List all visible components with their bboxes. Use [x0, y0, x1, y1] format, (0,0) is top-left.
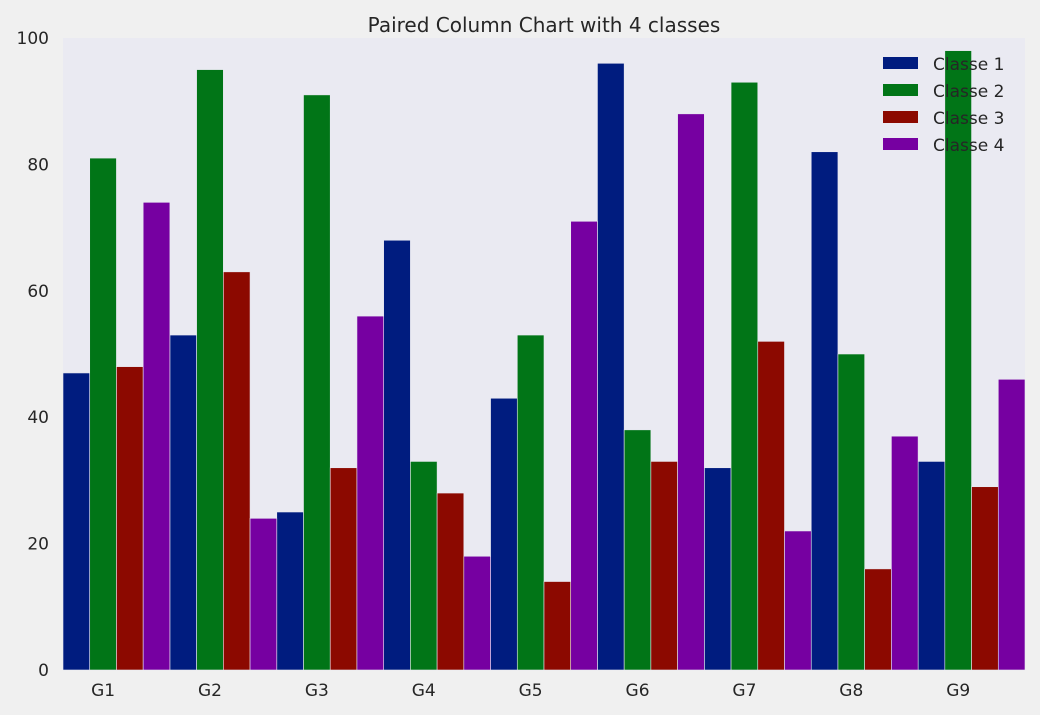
bar-g1-classe-2 — [89, 157, 117, 671]
legend-swatch-classe-1 — [883, 57, 918, 69]
x-tick-label: G2 — [198, 681, 222, 701]
bar-g2-classe-2 — [196, 69, 224, 671]
bar-g1-classe-4 — [142, 202, 171, 671]
bar-g3-classe-3 — [329, 467, 358, 671]
bar-g2-classe-1 — [169, 334, 197, 671]
bar-g9-classe-3 — [971, 486, 999, 671]
chart-title: Paired Column Chart with 4 classes — [368, 13, 721, 37]
bar-g4-classe-2 — [410, 461, 438, 671]
bar-g1-classe-1 — [62, 372, 91, 671]
bars-group — [62, 50, 1026, 671]
y-tick-labels: 0 20 40 60 80 100 — [17, 29, 49, 681]
bar-g7-classe-2 — [730, 81, 759, 671]
bar-g5-classe-2 — [516, 334, 545, 671]
bar-g3-classe-2 — [303, 94, 331, 671]
legend-label-classe-4: Classe 4 — [933, 136, 1004, 156]
x-tick-label: G1 — [91, 681, 115, 701]
bar-g8-classe-3 — [864, 568, 892, 671]
y-tick-label: 100 — [17, 29, 49, 49]
bar-g9-classe-4 — [997, 378, 1026, 671]
bar-g6-classe-4 — [677, 113, 705, 671]
bar-g6-classe-2 — [623, 429, 652, 671]
bar-g3-classe-1 — [276, 511, 304, 671]
x-tick-labels: G1 G2 G3 G4 G5 G6 G7 G8 G9 — [91, 681, 970, 701]
legend-label-classe-2: Classe 2 — [933, 82, 1004, 102]
bar-g3-classe-4 — [356, 315, 384, 671]
legend-label-classe-3: Classe 3 — [933, 109, 1004, 129]
bar-g5-classe-4 — [570, 220, 598, 671]
x-tick-label: G5 — [519, 681, 543, 701]
bar-g4-classe-3 — [436, 492, 465, 671]
bar-g6-classe-3 — [650, 461, 678, 671]
bar-g5-classe-1 — [490, 397, 518, 671]
y-tick-label: 20 — [27, 535, 49, 555]
bar-g2-classe-3 — [223, 271, 251, 671]
bar-g7-classe-4 — [784, 530, 812, 671]
bar-g8-classe-2 — [837, 353, 865, 671]
y-tick-label: 80 — [27, 155, 49, 175]
legend-swatch-classe-3 — [883, 111, 918, 123]
bar-g6-classe-1 — [597, 62, 625, 671]
x-tick-label: G9 — [946, 681, 970, 701]
x-tick-label: G4 — [412, 681, 436, 701]
y-tick-label: 0 — [38, 661, 49, 681]
bar-g8-classe-4 — [891, 435, 919, 671]
bar-g1-classe-3 — [116, 366, 144, 671]
legend-swatch-classe-4 — [883, 138, 918, 150]
bar-g5-classe-3 — [543, 581, 572, 671]
legend-label-classe-1: Classe 1 — [933, 55, 1004, 75]
bar-g9-classe-2 — [944, 50, 972, 671]
bar-g4-classe-1 — [383, 239, 411, 671]
bar-g4-classe-4 — [463, 555, 491, 671]
y-tick-label: 40 — [27, 408, 49, 428]
x-tick-label: G6 — [626, 681, 650, 701]
bar-g7-classe-1 — [704, 467, 732, 671]
legend: Classe 1 Classe 2 Classe 3 Classe 4 — [883, 55, 1004, 156]
x-tick-label: G8 — [839, 681, 863, 701]
bar-g2-classe-4 — [249, 518, 278, 671]
bar-g9-classe-1 — [917, 461, 946, 671]
bar-g8-classe-1 — [810, 151, 839, 671]
y-tick-label: 60 — [27, 282, 49, 302]
x-tick-label: G7 — [732, 681, 756, 701]
bar-g7-classe-3 — [757, 341, 785, 671]
x-tick-label: G3 — [305, 681, 329, 701]
legend-swatch-classe-2 — [883, 84, 918, 96]
